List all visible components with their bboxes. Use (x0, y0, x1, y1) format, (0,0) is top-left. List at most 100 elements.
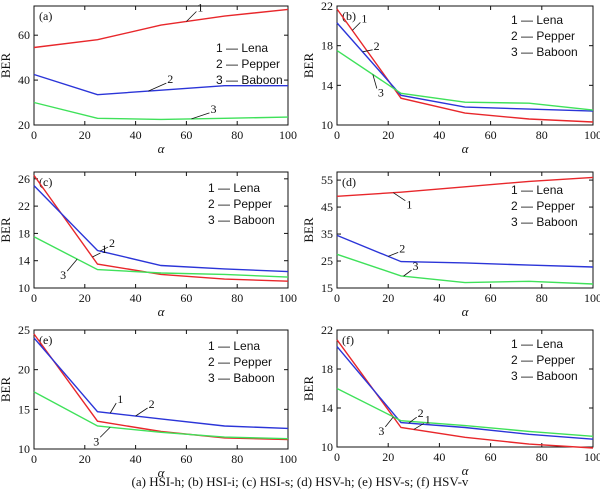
callout-leader (99, 246, 109, 252)
panel-label: (f) (342, 333, 354, 347)
y-tick-label: 20 (18, 363, 30, 377)
x-tick-label: 100 (279, 452, 297, 466)
panel-label: (a) (39, 9, 52, 23)
callout-leader (352, 22, 361, 31)
x-tick-label: 100 (584, 450, 600, 464)
x-tick-label: 100 (279, 291, 297, 305)
x-tick-label: 60 (485, 291, 497, 305)
panel-2: 0 20 40 60 80 100 10 14 18 22 α BER (b) 12 3 1 — Lena 2 … (301, 0, 600, 156)
legend-entry: 3 — Baboon (511, 369, 578, 383)
y-tick-label: 40 (18, 73, 30, 87)
callout-label: 1 (361, 11, 367, 25)
callout-leader (393, 192, 406, 202)
y-tick-label: 25 (321, 254, 333, 268)
x-tick-label: 40 (130, 128, 142, 142)
x-tick-label: 0 (334, 291, 340, 305)
callout-leader (186, 11, 197, 22)
y-tick-label: 18 (18, 226, 30, 240)
plot-frame (33, 329, 289, 450)
x-tick-label: 40 (433, 128, 445, 142)
legend-entry: 1 — Lena (208, 339, 260, 353)
x-axis-label: α (462, 304, 470, 319)
callout-label: 2 (418, 406, 424, 420)
callout-leader (385, 416, 394, 428)
callout-leader (148, 82, 167, 92)
y-tick-label: 14 (18, 254, 30, 268)
y-tick-label: 15 (321, 281, 333, 295)
x-axis-label: α (158, 141, 166, 156)
series-line-pepper (336, 234, 594, 268)
callout-label: 1 (406, 198, 412, 212)
x-tick-label: 0 (31, 452, 37, 466)
x-axis-label: α (158, 304, 166, 319)
series-line-baboon (33, 101, 289, 121)
legend-entry: 1 — Lena (208, 181, 260, 195)
series-line-baboon (33, 236, 289, 278)
x-tick-label: 20 (382, 291, 394, 305)
callout-label: 2 (109, 236, 115, 250)
legend-entry: 1 — Lena (511, 183, 563, 197)
y-tick-label: 14 (321, 401, 333, 415)
legend-entry: 2 — Pepper (208, 355, 272, 369)
x-tick-label: 60 (180, 452, 192, 466)
x-tick-label: 20 (79, 128, 91, 142)
callout-label: 2 (399, 241, 405, 255)
y-axis-label: BER (0, 377, 13, 403)
y-tick-label: 22 (18, 199, 30, 213)
plot-frame (33, 5, 289, 126)
callout-leader (388, 251, 399, 257)
callout-leader (403, 269, 412, 277)
callout-label: 1 (197, 0, 203, 14)
callout-leader (362, 49, 373, 53)
plot-frame (33, 171, 289, 289)
series-line-pepper (33, 337, 289, 430)
y-tick-label: 10 (321, 118, 333, 132)
x-tick-label: 80 (536, 128, 548, 142)
series-line-pepper (33, 185, 289, 273)
series-line-baboon (336, 387, 594, 437)
legend-entry: 1 — Lena (511, 337, 563, 351)
y-tick-label: 35 (321, 227, 333, 241)
legend-entry: 1 — Lena (216, 41, 268, 55)
x-tick-label: 0 (334, 128, 340, 142)
legend-entry: 2 — Pepper (216, 57, 280, 71)
y-tick-label: 10 (18, 281, 30, 295)
y-axis-label: BER (301, 217, 316, 243)
series-line-lena (336, 176, 594, 197)
figure-caption: (a) HSI-h; (b) HSI-i; (c) HSI-s; (d) HSV… (131, 474, 469, 489)
x-tick-label: 0 (31, 128, 37, 142)
panel-label: (b) (342, 9, 356, 23)
series-line-baboon (33, 391, 289, 440)
y-tick-label: 10 (321, 440, 333, 454)
callout-label: 3 (93, 434, 99, 448)
y-axis-label: BER (301, 53, 316, 79)
x-tick-label: 80 (536, 291, 548, 305)
legend-entry: 2 — Pepper (511, 29, 575, 43)
y-tick-label: 45 (321, 200, 333, 214)
series-line-baboon (336, 253, 594, 285)
callout-leader (413, 423, 425, 430)
callout-label: 1 (117, 392, 123, 406)
callout-label: 3 (378, 424, 384, 438)
y-tick-label: 10 (18, 442, 30, 456)
y-tick-label: 22 (321, 323, 333, 337)
y-tick-label: 22 (321, 0, 333, 13)
x-tick-label: 60 (180, 291, 192, 305)
x-tick-label: 20 (382, 450, 394, 464)
x-tick-label: 60 (485, 450, 497, 464)
y-axis-label: BER (301, 376, 316, 402)
callout-leader (191, 112, 210, 120)
y-tick-label: 15 (18, 402, 30, 416)
callout-label: 2 (374, 39, 380, 53)
legend-entry: 3 — Baboon (208, 213, 275, 227)
x-tick-label: 40 (130, 291, 142, 305)
y-tick-label: 20 (18, 118, 30, 132)
callout-leader (372, 74, 378, 89)
callout-label: 3 (210, 102, 216, 116)
y-axis-label: BER (0, 53, 13, 79)
series-line-lena (33, 174, 289, 282)
panel-label: (e) (39, 333, 52, 347)
series-line-lena (336, 8, 594, 123)
legend-entry: 2 — Pepper (208, 197, 272, 211)
